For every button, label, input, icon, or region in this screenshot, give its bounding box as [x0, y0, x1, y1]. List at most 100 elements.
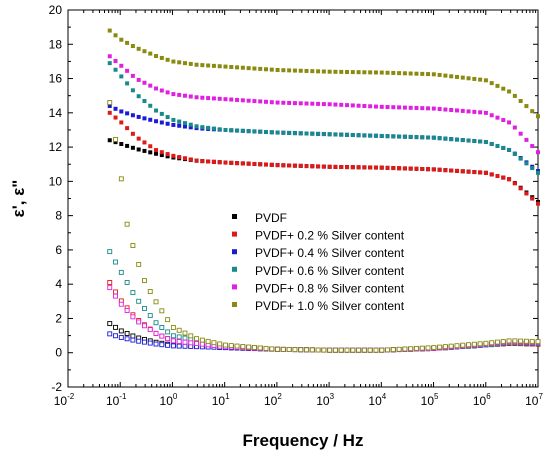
eps-prime-point [130, 44, 135, 49]
eps-prime-point [524, 191, 529, 196]
eps-prime-point [125, 111, 130, 116]
eps-prime-point [431, 167, 436, 172]
eps-prime-point [518, 131, 523, 136]
eps-double-prime-point [471, 341, 477, 347]
eps-prime-point [188, 61, 193, 66]
eps-double-prime-point [170, 333, 176, 339]
eps-double-prime-point [147, 313, 153, 319]
eps-prime-point [524, 161, 529, 166]
eps-prime-point [373, 165, 378, 170]
eps-double-prime-point [211, 340, 217, 346]
y-tick-label: 0 [55, 346, 62, 360]
eps-prime-point [148, 144, 153, 149]
eps-double-prime-point [130, 243, 136, 248]
eps-prime-point [536, 150, 540, 155]
eps-prime-point [235, 161, 240, 166]
eps-double-prime-point [414, 345, 419, 351]
eps-prime-point [240, 161, 245, 166]
x-tick-base: 10 [54, 394, 68, 408]
eps-prime-point [454, 108, 459, 113]
eps-prime-point [420, 106, 425, 111]
eps-double-prime-point [176, 343, 182, 349]
x-tick-exponent: 5 [434, 392, 439, 401]
eps-double-prime-point [361, 347, 367, 353]
eps-double-prime-point [153, 320, 159, 326]
eps-prime-point [327, 164, 332, 169]
eps-prime-point [368, 165, 373, 170]
eps-double-prime-point [205, 338, 211, 344]
eps-double-prime-point [466, 342, 472, 348]
eps-prime-point [304, 68, 309, 73]
eps-prime-point [408, 166, 413, 171]
eps-prime-point [211, 63, 216, 68]
x-tick-label: 10-2 [54, 392, 75, 408]
eps-prime-point [165, 152, 170, 157]
eps-prime-point [154, 119, 159, 124]
eps-prime-point [339, 132, 344, 137]
eps-prime-point [269, 130, 274, 135]
eps-prime-point [119, 63, 124, 68]
x-tick-label: 105 [421, 392, 439, 408]
eps-double-prime-point [176, 334, 182, 340]
eps-double-prime-point [107, 100, 113, 105]
eps-prime-point [501, 86, 506, 91]
eps-prime-point [235, 65, 240, 70]
eps-prime-point [177, 155, 182, 160]
eps-prime-point [194, 95, 199, 100]
eps-double-prime-point [142, 323, 147, 329]
eps-prime-point [298, 131, 303, 136]
eps-double-prime-point [136, 261, 142, 267]
eps-prime-point [292, 131, 297, 136]
eps-prime-point [165, 115, 170, 120]
x-tick-label: 102 [264, 392, 282, 408]
eps-prime-point [495, 115, 500, 120]
eps-prime-point [188, 122, 193, 127]
y-axis-title: ε', ε" [9, 180, 28, 218]
x-tick-exponent: 2 [277, 392, 282, 401]
x-tick-exponent: 6 [486, 392, 491, 401]
eps-double-prime-point [153, 330, 159, 336]
eps-double-prime-point [518, 338, 524, 344]
eps-prime-point [130, 131, 135, 136]
eps-prime-point [437, 107, 442, 112]
y-tick-label: -2 [51, 380, 62, 394]
eps-prime-point [223, 64, 228, 69]
eps-double-prime-point [147, 340, 153, 346]
eps-double-prime-point [315, 347, 321, 353]
eps-prime-point [454, 137, 459, 142]
eps-prime-point [454, 74, 459, 79]
eps-double-prime-point [147, 289, 153, 294]
eps-double-prime-point [350, 347, 356, 353]
eps-prime-point [379, 165, 384, 170]
eps-prime-point [211, 96, 216, 101]
eps-prime-point [130, 88, 135, 93]
eps-double-prime-point [118, 301, 124, 307]
eps-double-prime-point [113, 289, 118, 295]
eps-prime-point [345, 69, 350, 74]
eps-prime-point [507, 177, 512, 182]
eps-prime-point [136, 136, 141, 141]
eps-prime-point [449, 137, 454, 142]
eps-prime-point [165, 154, 170, 159]
eps-prime-point [449, 107, 454, 112]
eps-double-prime-point [130, 337, 136, 343]
eps-prime-point [316, 164, 321, 169]
eps-double-prime-point [298, 347, 304, 353]
eps-prime-point [287, 130, 292, 135]
eps-prime-point [489, 81, 494, 86]
x-tick-label: 100 [160, 392, 178, 408]
eps-prime-point [113, 33, 118, 38]
eps-double-prime-point [408, 346, 414, 352]
legend-marker [232, 231, 237, 237]
eps-double-prime-point [107, 280, 113, 285]
eps-prime-point [182, 156, 187, 161]
eps-prime-point [391, 166, 396, 171]
eps-prime-point [512, 181, 517, 186]
eps-prime-point [119, 142, 124, 147]
eps-prime-point [154, 86, 159, 91]
y-tick-label: 6 [55, 243, 62, 257]
eps-prime-point [460, 138, 465, 143]
eps-double-prime-point [136, 319, 142, 325]
eps-double-prime-point [275, 346, 281, 352]
